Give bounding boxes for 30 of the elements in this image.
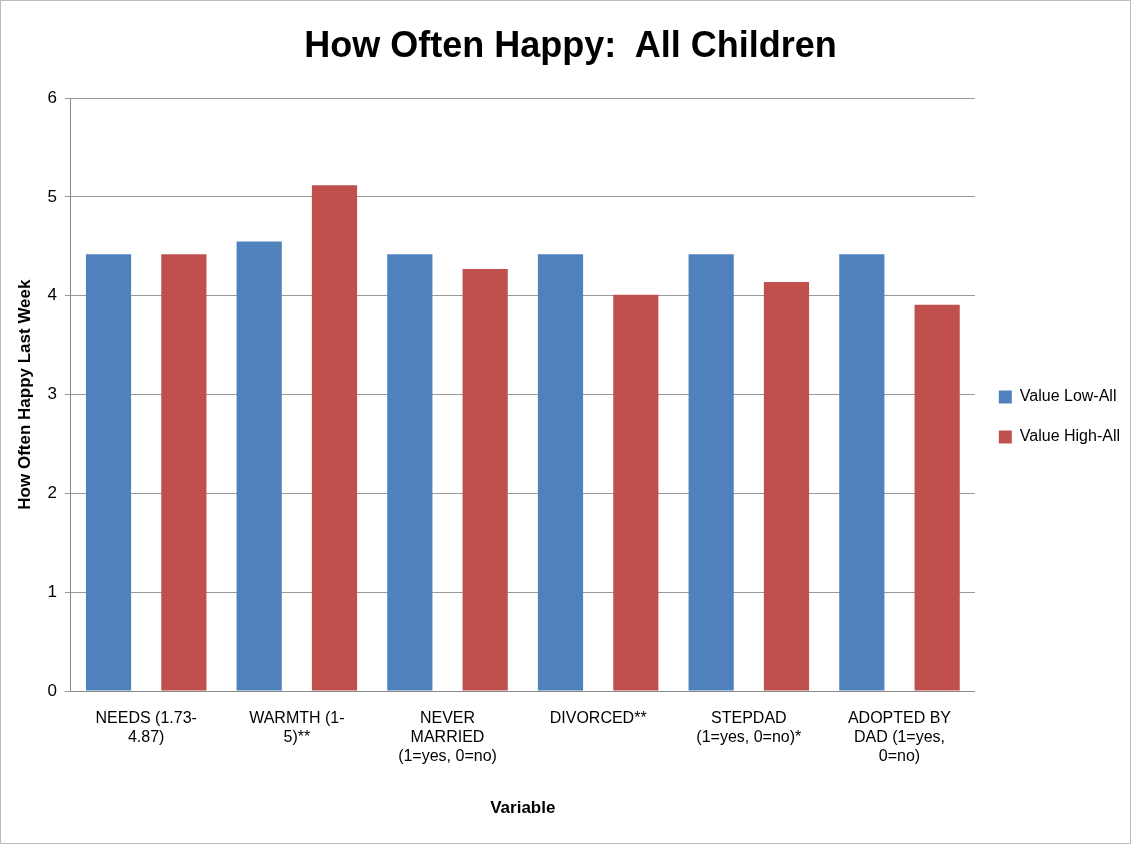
legend-label: Value High-All (1019, 427, 1121, 445)
bar (914, 304, 960, 691)
x-tick-label: NEVER MARRIED (1=yes, 0=no) (398, 709, 497, 765)
bar (613, 294, 659, 691)
bar (688, 254, 734, 691)
bar (311, 185, 358, 691)
bar (236, 241, 282, 691)
y-tick-label: 2 (47, 483, 57, 503)
x-tick-label: ADOPTED BY DAD (1=yes, 0=no) (847, 709, 952, 765)
y-tick-label: 3 (47, 384, 57, 404)
bar (161, 254, 207, 691)
x-tick-label: DIVORCED** (549, 709, 647, 727)
y-tick-label: 1 (47, 581, 57, 601)
x-axis-title: Variable (490, 798, 556, 818)
x-tick-label: NEEDS (1.73-4.87) (95, 709, 197, 746)
y-tick-label: 0 (47, 680, 57, 700)
y-tick-label: 4 (47, 285, 57, 305)
bar (462, 269, 508, 691)
y-axis-title: How Often Happy Last Week (14, 278, 34, 510)
bar (839, 254, 885, 691)
x-tick-label: STEPDAD (1=yes, 0=no)* (696, 709, 802, 746)
y-tick-label: 6 (47, 87, 57, 107)
y-tick-label: 5 (47, 186, 57, 206)
bar (763, 281, 810, 691)
bar (537, 254, 584, 691)
legend-label: Value Low-All (1019, 387, 1117, 405)
x-tick-label: WARMTH (1-5)** (249, 709, 345, 746)
bar (387, 254, 433, 691)
bar (85, 254, 132, 691)
chart-title: How Often Happy: All Children (304, 23, 837, 65)
